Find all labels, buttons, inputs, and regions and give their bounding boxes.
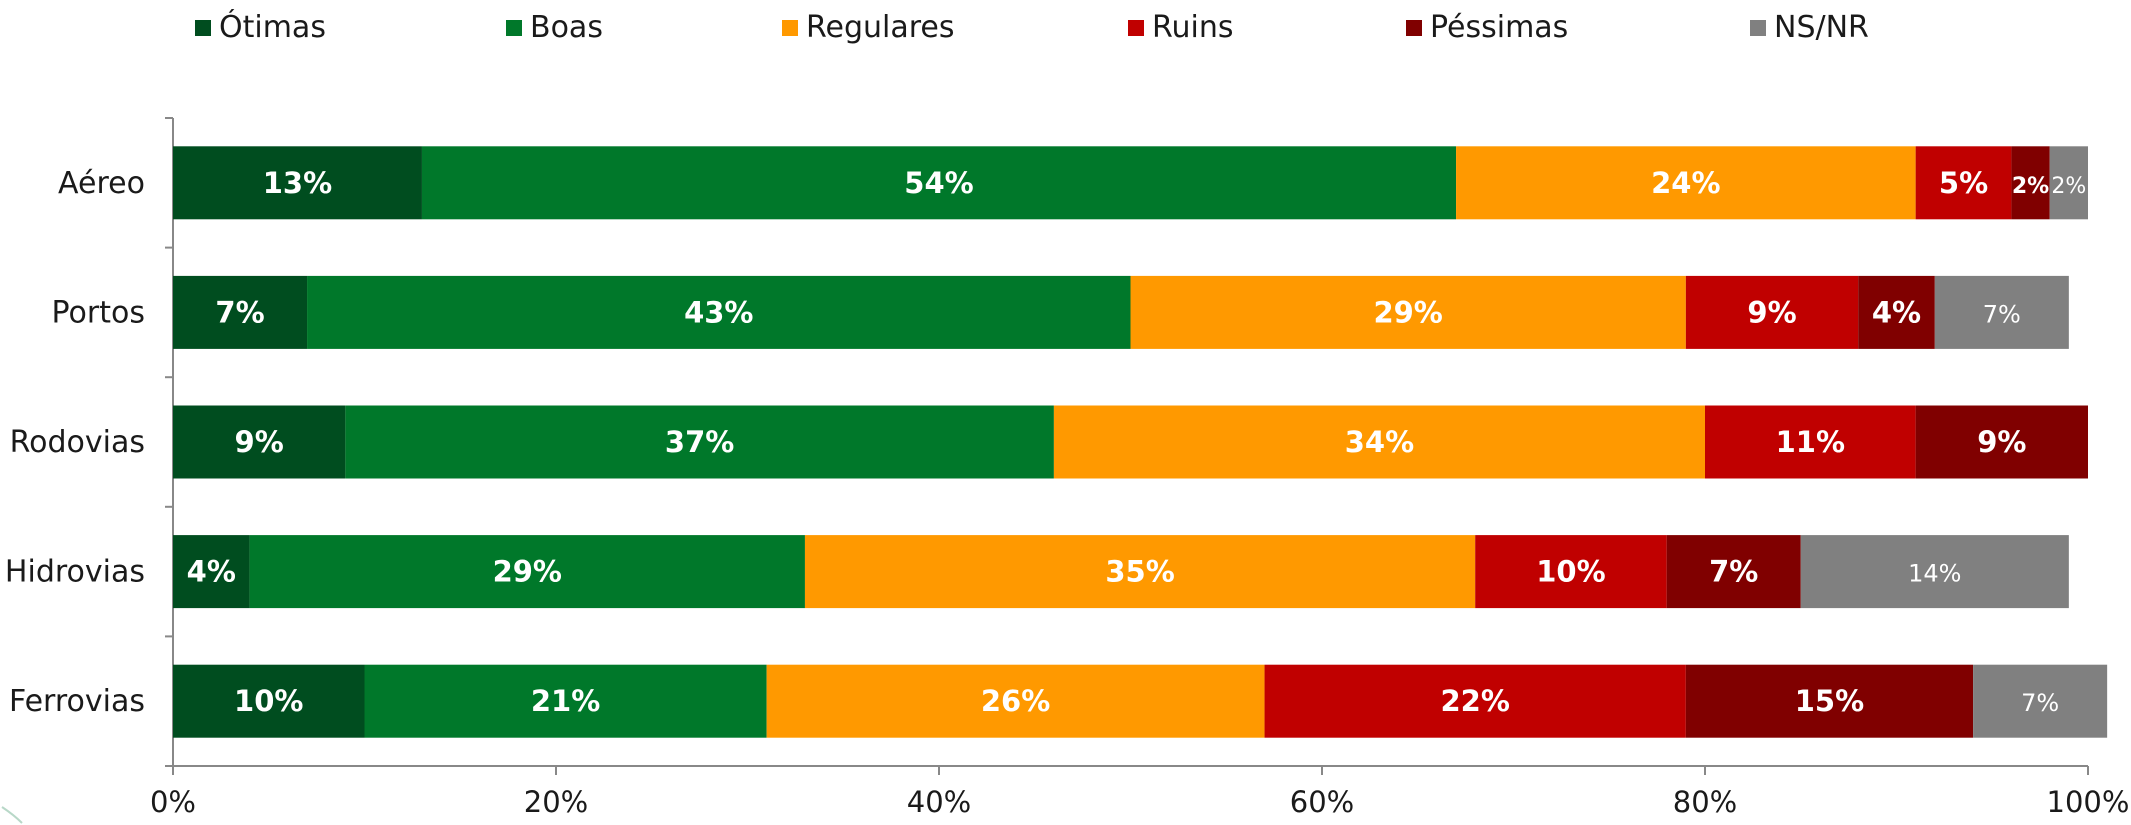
x-tick-label: 0% xyxy=(150,785,196,819)
data-label: 2% xyxy=(2051,174,2086,199)
legend-item: NS/NR xyxy=(1750,10,1869,45)
bar-segment xyxy=(1130,275,1686,349)
category-label: Hidrovias xyxy=(5,555,145,590)
data-label: 10% xyxy=(234,684,303,718)
data-label: 14% xyxy=(1908,560,1961,588)
bar-segment xyxy=(2049,146,2088,220)
data-label: 54% xyxy=(904,166,973,200)
x-tick-label: 100% xyxy=(2047,785,2130,819)
legend-item: Péssimas xyxy=(1406,10,1568,45)
data-label: 9% xyxy=(235,425,284,459)
legend-label: NS/NR xyxy=(1774,10,1869,45)
legend-swatch xyxy=(1750,19,1766,36)
bar-segment xyxy=(1915,146,2012,220)
data-label: 4% xyxy=(1872,295,1921,329)
data-label: 7% xyxy=(2021,689,2059,717)
legend-label: Boas xyxy=(530,10,603,45)
legend-item: Ruins xyxy=(1128,10,1234,45)
data-label: 21% xyxy=(531,684,600,718)
data-label: 9% xyxy=(1747,295,1796,329)
bar-segment xyxy=(345,405,1054,479)
bar-segment xyxy=(1475,535,1667,609)
bar-segment xyxy=(1456,146,1916,220)
bar-segment xyxy=(1915,405,2088,479)
bar-segment xyxy=(1666,535,1801,609)
data-label: 4% xyxy=(187,555,236,589)
category-label: Aéreo xyxy=(58,166,145,201)
legend-swatch xyxy=(506,19,522,36)
chart-legend: Ótimas Boas Regulares Ruins Péssimas NS/NR xyxy=(0,10,2131,60)
bar-segment xyxy=(1858,275,1935,349)
data-label: 34% xyxy=(1345,425,1414,459)
bar-segment xyxy=(249,535,805,609)
legend-label: Ruins xyxy=(1152,10,1234,45)
data-label: 2% xyxy=(2012,174,2049,199)
bar-segment xyxy=(421,146,1457,220)
bar-segment xyxy=(1800,535,2069,609)
bar-segment xyxy=(2011,146,2050,220)
x-tick-label: 20% xyxy=(524,785,588,819)
x-tick-label: 80% xyxy=(1673,785,1737,819)
bar-segment xyxy=(173,146,422,220)
data-label: 43% xyxy=(684,295,753,329)
bar-segment xyxy=(173,535,250,609)
data-label: 9% xyxy=(1977,425,2026,459)
bar-segment xyxy=(173,664,365,738)
bar-segment xyxy=(1685,664,1974,738)
data-label: 7% xyxy=(1983,300,2021,328)
data-label: 29% xyxy=(493,555,562,589)
legend-swatch xyxy=(1406,19,1422,36)
bar-segment xyxy=(804,535,1476,609)
bar-segment xyxy=(1934,275,2069,349)
bar-segment xyxy=(307,275,1131,349)
bar-segment xyxy=(1053,405,1705,479)
data-label: 7% xyxy=(215,295,264,329)
bar-segment xyxy=(364,664,767,738)
legend-label: Ótimas xyxy=(219,10,326,45)
data-label: 5% xyxy=(1939,166,1988,200)
data-label: 24% xyxy=(1651,166,1720,200)
x-tick-label: 60% xyxy=(1290,785,1354,819)
bar-segment xyxy=(766,664,1265,738)
data-label: 26% xyxy=(981,684,1050,718)
x-tick-label: 40% xyxy=(907,785,971,819)
bar-segment xyxy=(1685,275,1859,349)
data-label: 11% xyxy=(1776,425,1845,459)
legend-label: Regulares xyxy=(806,10,955,45)
data-label: 29% xyxy=(1373,295,1442,329)
legend-item: Boas xyxy=(506,10,603,45)
data-label: 13% xyxy=(263,166,332,200)
data-label: 35% xyxy=(1105,555,1174,589)
corner-decoration-icon xyxy=(1,806,23,824)
data-label: 22% xyxy=(1440,684,1509,718)
category-label: Rodovias xyxy=(10,425,145,460)
data-label: 10% xyxy=(1536,555,1605,589)
legend-item: Regulares xyxy=(782,10,955,45)
legend-swatch xyxy=(782,19,798,36)
legend-swatch xyxy=(1128,19,1144,36)
bar-segment xyxy=(173,275,308,349)
legend-item: Ótimas xyxy=(195,10,326,45)
bar-segment xyxy=(1973,664,2108,738)
legend-swatch xyxy=(195,19,211,36)
data-label: 15% xyxy=(1795,684,1864,718)
data-label: 37% xyxy=(665,425,734,459)
bar-segment xyxy=(173,405,346,479)
category-label: Portos xyxy=(52,295,145,330)
bar-segment xyxy=(1264,664,1686,738)
legend-label: Péssimas xyxy=(1430,10,1569,45)
category-label: Ferrovias xyxy=(9,684,145,719)
bar-segment xyxy=(1705,405,1916,479)
data-label: 7% xyxy=(1709,555,1758,589)
